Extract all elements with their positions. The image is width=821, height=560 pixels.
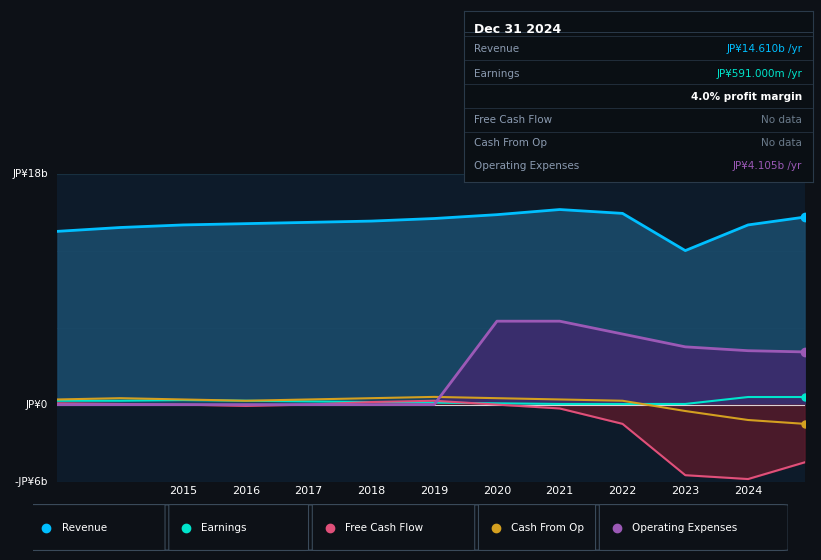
Text: 4.0% profit margin: 4.0% profit margin: [691, 92, 802, 101]
Text: Free Cash Flow: Free Cash Flow: [345, 522, 423, 533]
Text: Operating Expenses: Operating Expenses: [632, 522, 737, 533]
Text: Cash From Op: Cash From Op: [475, 138, 548, 148]
Text: Free Cash Flow: Free Cash Flow: [475, 115, 553, 125]
Text: -JP¥6b: -JP¥6b: [15, 477, 48, 487]
Text: Revenue: Revenue: [475, 44, 520, 54]
Text: JP¥4.105b /yr: JP¥4.105b /yr: [733, 161, 802, 171]
Text: Operating Expenses: Operating Expenses: [475, 161, 580, 171]
Text: Earnings: Earnings: [475, 68, 520, 78]
Text: JP¥0: JP¥0: [25, 400, 48, 409]
Text: No data: No data: [761, 138, 802, 148]
Text: No data: No data: [761, 115, 802, 125]
Text: JP¥14.610b /yr: JP¥14.610b /yr: [727, 44, 802, 54]
Text: JP¥591.000m /yr: JP¥591.000m /yr: [717, 68, 802, 78]
Text: JP¥18b: JP¥18b: [12, 169, 48, 179]
Text: Cash From Op: Cash From Op: [511, 522, 584, 533]
Text: Revenue: Revenue: [62, 522, 107, 533]
Text: Dec 31 2024: Dec 31 2024: [475, 23, 562, 36]
Text: Earnings: Earnings: [201, 522, 247, 533]
